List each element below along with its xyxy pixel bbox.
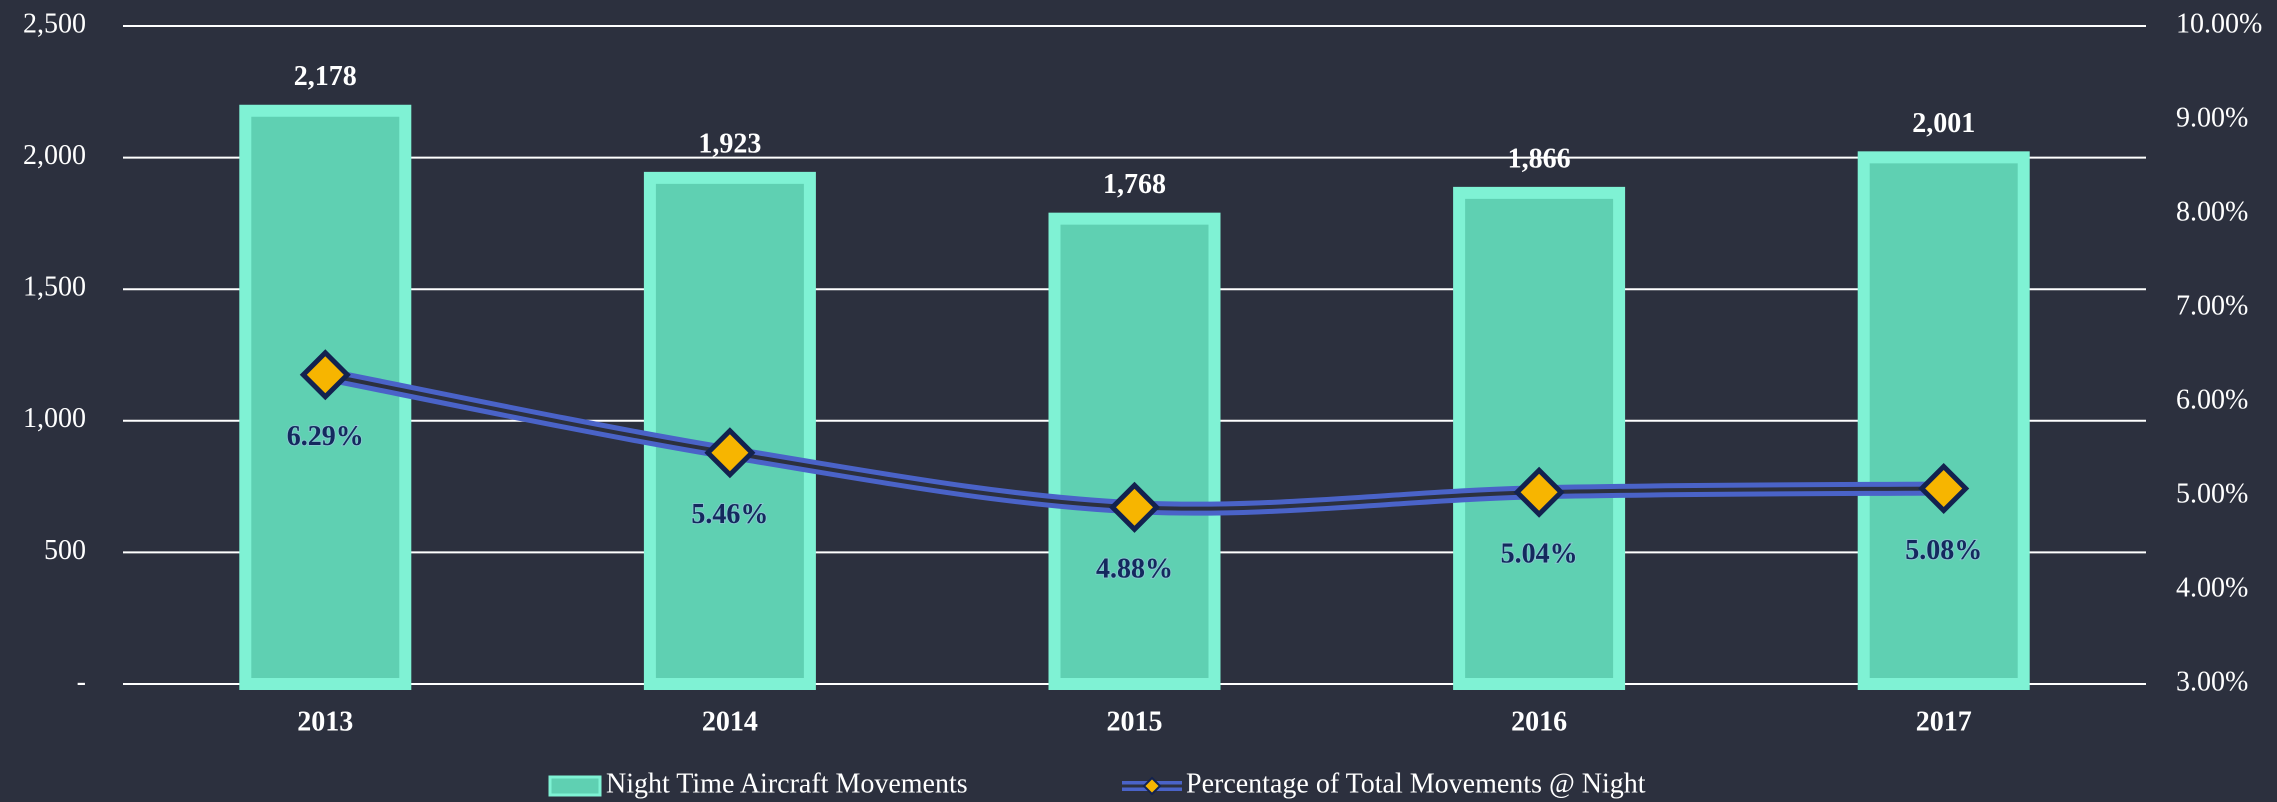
x-tick-label: 2013 [297,706,353,737]
line-marker [299,349,351,401]
bar-value-label: 2,001 [1912,108,1975,139]
x-tick-label: 2014 [702,706,758,737]
bar [1857,151,2030,691]
y2-tick-label: 4.00% [2176,572,2248,603]
legend-label: Night Time Aircraft Movements [606,768,968,799]
x-tick-label: 2015 [1107,706,1163,737]
bar-value-label: 1,866 [1508,143,1571,174]
bar [239,104,412,690]
line-value-label: 5.46% [691,499,768,530]
line-marker [1108,481,1161,533]
line-value-label: 6.29% [287,421,364,452]
legend-marker [1142,776,1162,796]
x-tick-label: 2016 [1511,706,1567,737]
legend-swatch [548,775,602,797]
y-tick-label: 2,000 [23,140,86,171]
y2-tick-label: 9.00% [2176,102,2248,133]
y-tick-label: 500 [44,535,86,566]
line-marker [704,427,756,479]
legend-label: Percentage of Total Movements @ Night [1186,768,1646,799]
y2-tick-label: 6.00% [2176,384,2248,415]
y2-tick-label: 8.00% [2176,196,2248,227]
bar-value-label: 1,768 [1103,169,1166,200]
y2-tick-label: 5.00% [2176,478,2248,509]
y-tick-label: 1,000 [23,403,86,434]
y-tick-label: - [77,666,86,697]
line-marker [1918,462,1970,515]
bar-value-label: 2,178 [294,61,357,92]
bar [1048,212,1221,690]
line-value-label: 5.08% [1905,535,1982,566]
y2-tick-label: 3.00% [2176,666,2248,697]
y-tick-label: 1,500 [23,272,86,303]
line-marker [1513,466,1565,518]
y2-tick-label: 7.00% [2176,290,2248,321]
x-tick-label: 2017 [1916,706,1972,737]
bar-value-label: 1,923 [698,128,761,159]
y2-tick-label: 10.00% [2176,8,2262,39]
bar [1453,186,1626,690]
y-tick-label: 2,500 [23,8,86,39]
line-value-label: 5.04% [1501,539,1578,570]
line-value-label: 4.88% [1096,554,1173,585]
